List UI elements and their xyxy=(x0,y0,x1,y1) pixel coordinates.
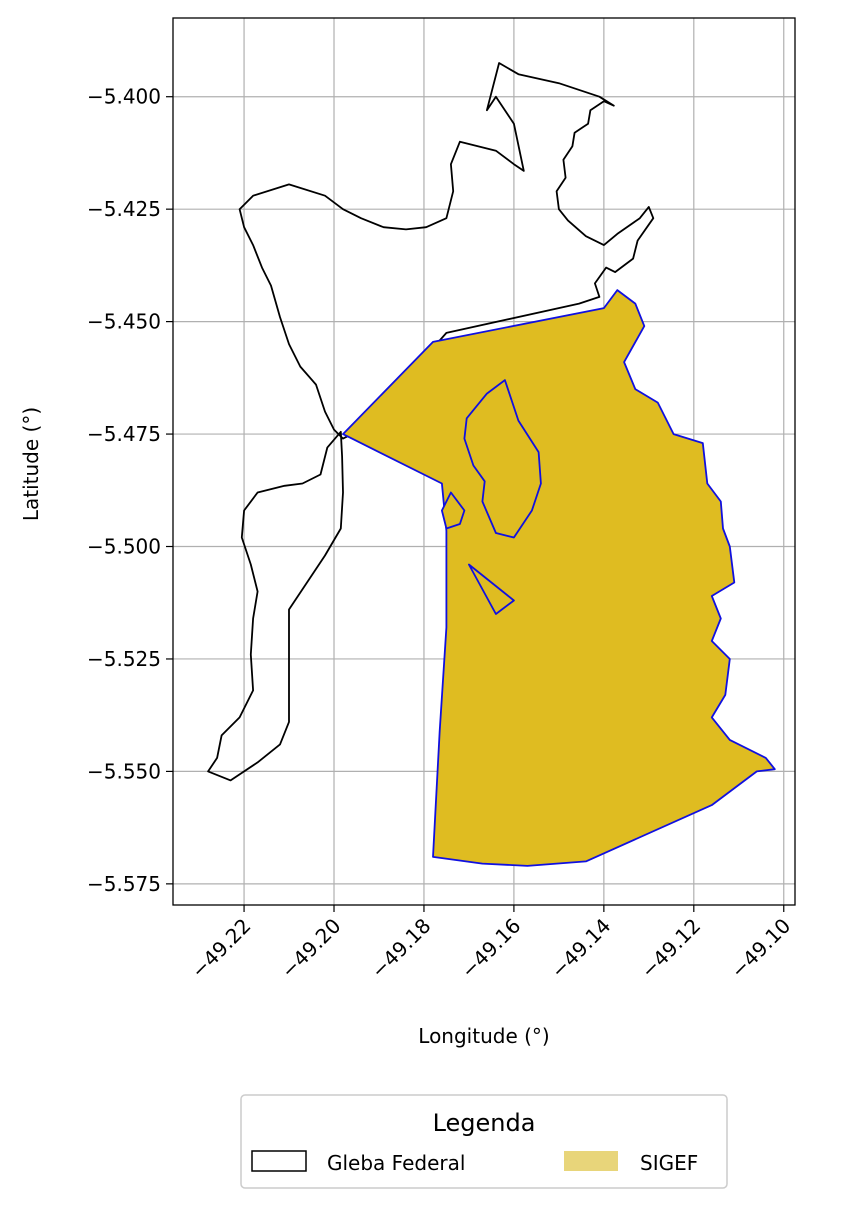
legend-label-sigef: SIGEF xyxy=(640,1151,698,1175)
legend-swatch-sigef xyxy=(564,1151,618,1171)
x-tick-label: −49.16 xyxy=(456,914,525,983)
y-tick-label: −5.525 xyxy=(87,647,161,671)
x-tick-label: −49.18 xyxy=(366,914,435,983)
legend-swatch-gleba-federal xyxy=(251,1150,307,1172)
polygon-gleba-federal-2 xyxy=(207,430,344,782)
x-tick-label: −49.12 xyxy=(636,914,705,983)
x-tick-label: −49.10 xyxy=(726,914,795,983)
polygon-sigef-1 xyxy=(342,289,776,867)
y-tick-label: −5.500 xyxy=(87,535,161,559)
y-tick-label: −5.450 xyxy=(87,310,161,334)
y-tick-label: −5.475 xyxy=(87,422,161,446)
y-tick-label: −5.575 xyxy=(87,872,161,896)
legend-label-gleba-federal: Gleba Federal xyxy=(327,1151,465,1175)
x-axis-label: Longitude (°) xyxy=(418,1024,549,1048)
x-tick-label: −49.14 xyxy=(546,914,615,983)
y-tick-label: −5.425 xyxy=(87,197,161,221)
x-tick-label: −49.20 xyxy=(276,914,345,983)
polygon-sigef-2 xyxy=(463,379,542,539)
polygon-sigef-3 xyxy=(441,491,466,530)
y-axis-label: Latitude (°) xyxy=(19,407,43,521)
legend-title: Legenda xyxy=(433,1109,536,1137)
y-tick-label: −5.550 xyxy=(87,759,161,783)
map-layers xyxy=(207,62,776,867)
layer-sigef xyxy=(342,289,776,867)
legend: Legenda Gleba Federal SIGEF xyxy=(240,1094,728,1189)
x-tick-label: −49.22 xyxy=(186,914,255,983)
polygon-sigef-4 xyxy=(468,563,515,615)
y-tick-label: −5.400 xyxy=(87,85,161,109)
plot-frame xyxy=(172,17,796,906)
